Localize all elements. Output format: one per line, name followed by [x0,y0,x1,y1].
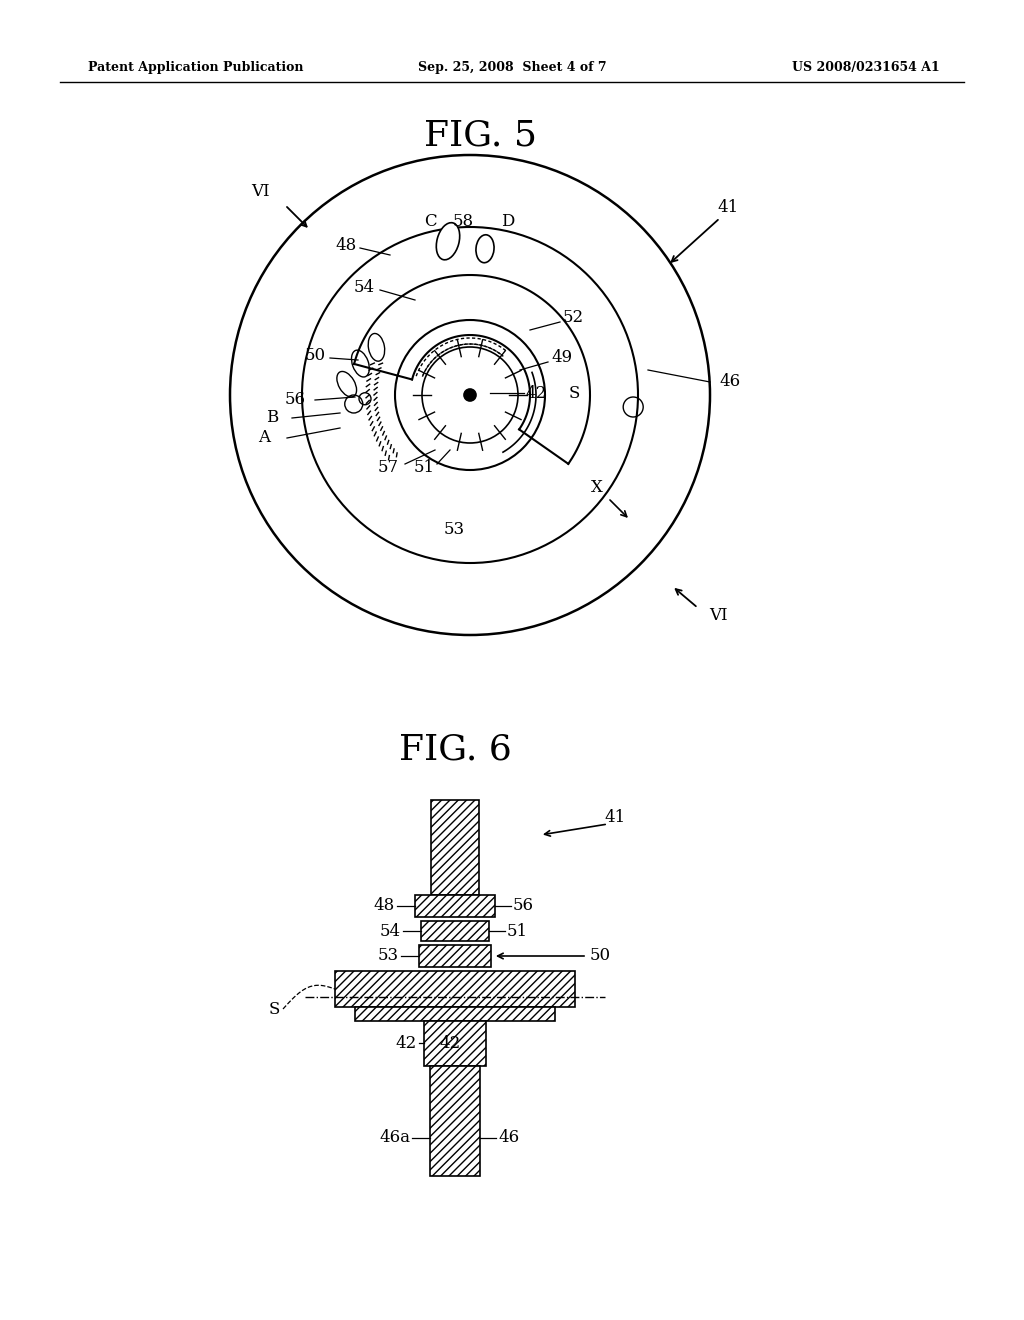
Polygon shape [430,1067,480,1176]
Text: 51: 51 [507,923,528,940]
Ellipse shape [436,223,460,260]
Text: 54: 54 [353,280,375,297]
Text: X: X [591,479,603,496]
Polygon shape [335,972,575,1007]
Text: 57: 57 [378,459,398,477]
Text: US 2008/0231654 A1: US 2008/0231654 A1 [793,62,940,74]
Polygon shape [424,1020,486,1067]
Text: C: C [424,214,436,231]
Text: D: D [502,214,515,231]
Text: 58: 58 [453,214,473,231]
Polygon shape [419,945,490,968]
Text: 50: 50 [590,948,611,965]
Ellipse shape [337,371,356,397]
Text: 42: 42 [525,384,547,401]
Text: 42: 42 [439,1035,461,1052]
Text: 51: 51 [414,459,434,477]
Text: 46: 46 [498,1129,519,1146]
Text: 52: 52 [562,309,584,326]
Text: A: A [258,429,270,446]
Text: 41: 41 [604,809,626,826]
Text: 56: 56 [285,392,305,408]
Text: 53: 53 [378,948,399,965]
Text: S: S [568,384,580,401]
Circle shape [464,389,476,401]
Text: 48: 48 [336,236,356,253]
Text: FIG. 5: FIG. 5 [424,117,537,152]
Text: 46: 46 [720,374,740,391]
Text: Sep. 25, 2008  Sheet 4 of 7: Sep. 25, 2008 Sheet 4 of 7 [418,62,606,74]
Ellipse shape [476,235,494,263]
Text: 49: 49 [552,350,572,367]
Ellipse shape [351,350,370,378]
Text: VI: VI [251,183,269,201]
Text: FIG. 6: FIG. 6 [398,733,511,767]
Polygon shape [355,1007,555,1020]
Polygon shape [421,921,489,941]
Text: Patent Application Publication: Patent Application Publication [88,62,303,74]
Text: 48: 48 [374,898,395,915]
Text: 50: 50 [304,346,326,363]
Polygon shape [415,895,495,917]
Text: VI: VI [709,606,727,623]
Text: 53: 53 [443,521,465,539]
Ellipse shape [369,334,385,362]
Text: 42: 42 [395,1035,417,1052]
Text: 46a: 46a [379,1129,410,1146]
Text: S: S [268,1001,280,1018]
Text: 41: 41 [718,198,738,215]
Text: 56: 56 [513,898,534,915]
Text: B: B [266,409,279,426]
Text: 54: 54 [380,923,401,940]
Polygon shape [431,800,479,895]
